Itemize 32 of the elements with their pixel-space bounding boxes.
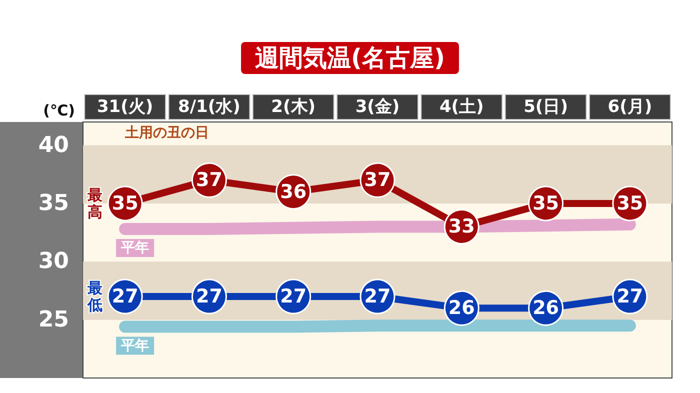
series-label: 最高: [86, 186, 103, 221]
y-tick-label: 40: [38, 132, 69, 158]
data-label: 35: [112, 192, 138, 214]
data-label: 37: [196, 169, 222, 192]
data-label: 27: [616, 286, 644, 308]
data-label: 27: [364, 286, 391, 308]
data-label: 37: [364, 169, 391, 192]
annotation: 土用の丑の日: [124, 125, 209, 141]
data-label: 26: [448, 297, 475, 320]
x-tick-label: 6(月): [608, 97, 652, 117]
y-tick-label: 30: [38, 249, 69, 274]
data-label: 36: [280, 180, 307, 203]
x-tick-label: 3(金): [355, 97, 400, 117]
x-tick-label: 31(火): [96, 97, 154, 117]
data-label: 33: [448, 216, 475, 238]
data-label: 35: [616, 192, 644, 214]
series-label: 平年: [120, 338, 150, 354]
x-tick-label: 5(日): [524, 97, 568, 117]
data-label: 35: [532, 192, 560, 214]
x-tick-label: 4(土): [439, 97, 484, 117]
data-label: 26: [532, 297, 560, 320]
y-axis-title: (℃): [43, 102, 75, 120]
y-tick-label: 35: [38, 190, 69, 216]
x-tick-label: 8/1(水): [178, 97, 240, 117]
data-label: 27: [112, 286, 138, 308]
series-label: 平年: [120, 240, 150, 256]
chart-title: 週間気温(名古屋): [255, 44, 445, 72]
data-label: 27: [196, 286, 222, 308]
x-tick-label: 2(木): [271, 97, 316, 117]
data-label: 27: [280, 286, 307, 308]
series-label: 最低: [86, 279, 103, 314]
y-tick-label: 25: [38, 307, 69, 332]
